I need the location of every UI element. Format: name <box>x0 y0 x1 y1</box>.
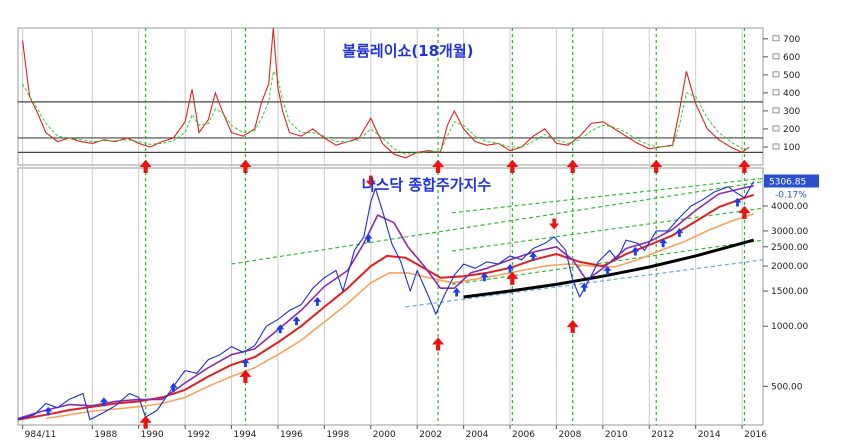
trend-line <box>451 207 764 252</box>
ratio-y-tick-icon <box>772 35 780 42</box>
blue-up-arrow-icon <box>169 382 178 392</box>
blue-up-arrow-icon <box>364 233 373 243</box>
price-y-tick-label: 1000.00 <box>771 322 808 332</box>
x-tick-label: 2008 <box>558 430 581 440</box>
x-tick-label: 2014 <box>698 430 721 440</box>
red-up-arrow-icon <box>566 159 579 173</box>
blue-up-arrow-icon <box>480 272 489 282</box>
x-tick-label: 2012 <box>651 430 674 440</box>
price-title: 나스닥 종합주가지수 <box>362 176 492 194</box>
red-up-arrow-icon <box>650 159 663 173</box>
x-tick-label: 1990 <box>141 430 164 440</box>
price-y-tick-label: 500.00 <box>771 382 803 392</box>
price-series-line <box>463 238 755 299</box>
blue-up-arrow-icon <box>529 252 538 261</box>
red-up-arrow-icon <box>566 319 579 334</box>
ratio-y-tick-icon <box>772 89 780 96</box>
red-up-arrow-icon <box>139 415 152 429</box>
x-tick-label: 2004 <box>466 430 489 440</box>
price-series-line <box>17 185 754 420</box>
x-tick-label: 2016 <box>744 430 767 440</box>
red-up-arrow-icon <box>139 159 152 173</box>
blue-up-arrow-icon <box>675 228 684 237</box>
ratio-title: 볼륨레이쇼(18개월) <box>342 42 473 60</box>
blue-up-arrow-icon <box>603 266 612 275</box>
ratio-y-tick-icon <box>772 107 780 114</box>
price-y-tick-label: 3000.00 <box>771 227 808 237</box>
ratio-y-tick-icon <box>772 71 780 78</box>
change-label: -0.17% <box>775 190 807 200</box>
ratio-series-line <box>22 27 750 159</box>
red-up-arrow-icon <box>738 159 751 173</box>
x-tick-label: 984/11 <box>25 430 57 440</box>
x-tick-label: 1996 <box>280 430 303 440</box>
ratio-y-tick-label: 300 <box>783 107 800 117</box>
red-up-arrow-icon <box>239 369 252 383</box>
red-up-arrow-icon <box>738 205 751 220</box>
x-tick-label: 1988 <box>94 430 117 440</box>
price-panel-frame <box>17 167 764 426</box>
ratio-y-tick-label: 200 <box>783 125 800 135</box>
ratio-y-tick-label: 500 <box>783 71 800 81</box>
blue-up-arrow-icon <box>99 397 108 407</box>
red-up-arrow-icon <box>506 271 519 285</box>
blue-up-arrow-icon <box>452 287 461 297</box>
ratio-y-tick-icon <box>772 125 780 132</box>
trend-line <box>451 177 764 214</box>
ratio-y-tick-label: 600 <box>783 53 800 63</box>
last-value-badge <box>764 174 819 188</box>
x-tick-label: 1998 <box>326 430 349 440</box>
price-y-tick-label: 4000.00 <box>771 202 808 212</box>
ratio-signal-line <box>22 69 750 155</box>
blue-up-arrow-icon <box>506 263 515 273</box>
x-tick-label: 2000 <box>373 430 396 440</box>
price-series-line <box>17 181 755 421</box>
ratio-y-tick-icon <box>772 143 780 150</box>
blue-up-arrow-icon <box>659 238 668 248</box>
ratio-y-tick-label: 700 <box>783 35 800 45</box>
price-y-tick-label: 2000.00 <box>771 262 808 272</box>
price-series-line <box>45 213 754 420</box>
ratio-y-tick-label: 400 <box>783 89 800 99</box>
red-up-arrow-icon <box>239 159 252 173</box>
red-down-arrow-icon <box>365 175 376 187</box>
price-y-tick-label: 1500.00 <box>771 287 808 297</box>
blue-up-arrow-icon <box>292 316 301 326</box>
ratio-y-tick-label: 100 <box>783 143 800 153</box>
blue-up-arrow-icon <box>580 282 589 292</box>
x-tick-label: 1992 <box>187 430 210 440</box>
blue-up-arrow-icon <box>313 297 322 306</box>
last-value-label: 5306.85 <box>769 177 806 187</box>
price-y-tick-label: 2500.00 <box>771 243 808 253</box>
blue-up-arrow-icon <box>44 406 53 416</box>
red-up-arrow-icon <box>432 337 445 351</box>
blue-up-arrow-icon <box>241 358 250 368</box>
x-tick-label: 2010 <box>605 430 628 440</box>
x-tick-label: 2002 <box>419 430 442 440</box>
trend-line <box>451 239 764 285</box>
x-tick-label: 2006 <box>512 430 535 440</box>
red-up-arrow-icon <box>506 159 519 173</box>
blue-up-arrow-icon <box>733 197 742 207</box>
ratio-y-tick-icon <box>772 53 780 60</box>
trend-line <box>231 181 764 265</box>
ratio-panel-frame <box>17 27 764 166</box>
red-down-arrow-icon <box>549 218 560 230</box>
blue-up-arrow-icon <box>276 324 285 334</box>
red-up-arrow-icon <box>432 159 445 173</box>
x-tick-label: 1994 <box>234 430 257 440</box>
blue-up-arrow-icon <box>631 246 640 256</box>
